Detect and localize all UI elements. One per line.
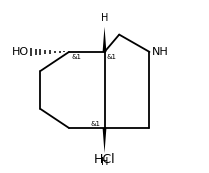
Polygon shape (103, 128, 106, 153)
Text: HCl: HCl (94, 153, 115, 166)
Text: &1: &1 (72, 54, 82, 60)
Text: NH: NH (152, 47, 169, 57)
Text: &1: &1 (91, 121, 101, 127)
Text: H: H (101, 13, 108, 23)
Text: &1: &1 (106, 54, 116, 60)
Text: HO: HO (12, 47, 29, 57)
Text: H: H (101, 157, 108, 167)
Polygon shape (103, 27, 106, 52)
